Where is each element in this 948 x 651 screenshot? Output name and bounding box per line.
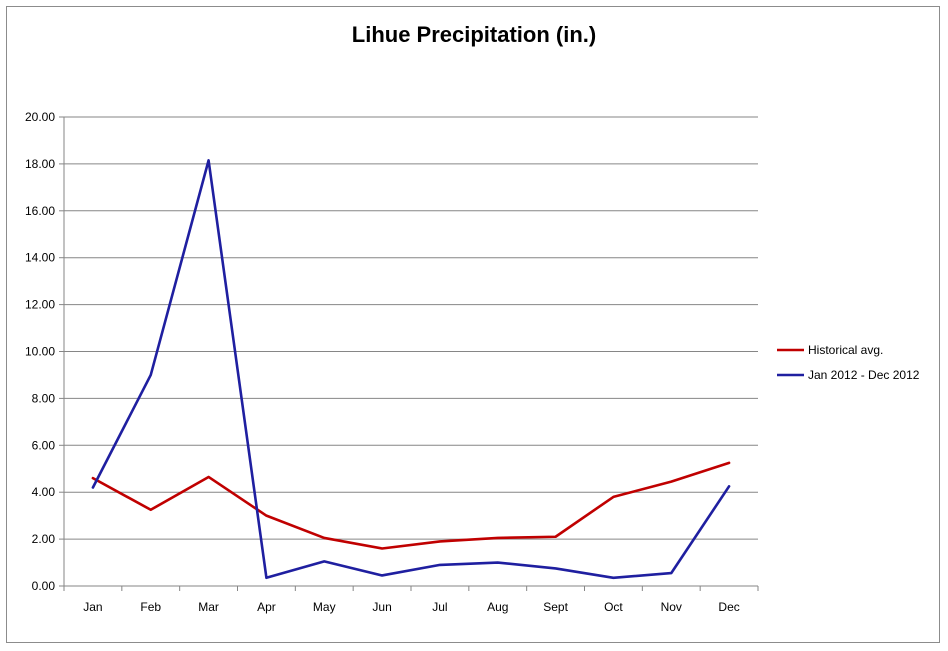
legend-label-1: Jan 2012 - Dec 2012 <box>808 368 920 382</box>
legend-label-0: Historical avg. <box>808 343 883 357</box>
x-tick-label: Nov <box>661 600 682 614</box>
y-tick-label: 20.00 <box>25 110 55 124</box>
y-tick-label: 4.00 <box>32 485 56 499</box>
x-tick-label: Aug <box>487 600 508 614</box>
legend: Historical avg. Jan 2012 - Dec 2012 <box>777 343 920 382</box>
chart-title: Lihue Precipitation (in.) <box>351 22 597 47</box>
x-tick-label: Jul <box>432 600 447 614</box>
axes <box>59 116 759 591</box>
x-tick-label: Dec <box>718 600 739 614</box>
y-tick-labels: 0.00 2.00 4.00 6.00 8.00 10.00 12.00 14.00 16.00… <box>25 110 55 593</box>
x-tick-label: Mar <box>198 600 219 614</box>
y-tick-label: 14.00 <box>25 251 55 265</box>
series-line-0 <box>91 461 731 550</box>
x-tick-label: Feb <box>140 600 161 614</box>
x-tick-label: May <box>313 600 336 614</box>
y-tick-label: 0.00 <box>32 579 56 593</box>
x-tick-label: Oct <box>604 600 623 614</box>
y-tick-label: 16.00 <box>25 204 55 218</box>
y-tick-label: 12.00 <box>25 298 55 312</box>
chart-frame <box>6 6 940 643</box>
y-tick-label: 10.00 <box>25 345 55 359</box>
gridlines <box>64 116 758 540</box>
x-tick-label: Jan <box>83 600 102 614</box>
y-tick-label: 18.00 <box>25 157 55 171</box>
x-tick-label: Jun <box>372 600 391 614</box>
y-tick-label: 8.00 <box>32 391 56 405</box>
x-tick-labels: Jan Feb Mar Apr May Jun Jul Aug Sept Oct Nov Dec <box>83 600 740 614</box>
y-tick-label: 2.00 <box>32 532 56 546</box>
x-tick-label: Sept <box>543 600 568 614</box>
y-tick-label: 6.00 <box>32 438 56 452</box>
series-lines <box>91 159 731 580</box>
x-tick-label: Apr <box>257 600 276 614</box>
series-line-1 <box>91 159 731 580</box>
